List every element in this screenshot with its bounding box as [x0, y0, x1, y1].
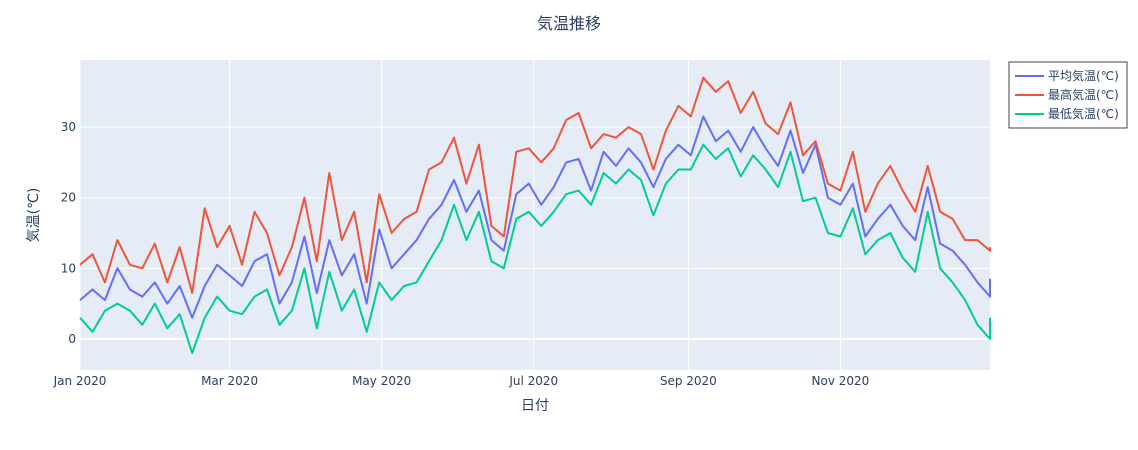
y-tick-label: 10 [61, 261, 76, 275]
y-tick-label: 20 [61, 191, 76, 205]
legend: 平均気温(℃) 最高気温(℃) 最低気温(℃) [1008, 61, 1128, 129]
legend-item-max[interactable]: 最高気温(℃) [1015, 87, 1119, 102]
x-axis-title: 日付 [521, 398, 549, 414]
gridlines [79, 60, 990, 370]
y-tick-label: 30 [61, 120, 76, 134]
series-line-1[interactable] [79, 76, 991, 294]
y-axis-ticks: 0 10 20 30 [61, 120, 76, 346]
x-tick-label: May 2020 [352, 374, 411, 388]
legend-item-avg[interactable]: 平均気温(℃) [1015, 68, 1119, 83]
y-tick-label: 0 [68, 332, 76, 346]
x-tick-label: Nov 2020 [812, 374, 870, 388]
x-axis-ticks: Jan 2020 Mar 2020 May 2020 Jul 2020 Sep 2020… [53, 374, 870, 388]
legend-label-max: 最高気温(℃) [1048, 87, 1119, 102]
x-tick-label: Jan 2020 [53, 374, 107, 388]
legend-item-min[interactable]: 最低気温(℃) [1015, 106, 1119, 121]
series-line-0[interactable] [79, 115, 991, 319]
series-line-2[interactable] [79, 143, 991, 355]
legend-label-min: 最低気温(℃) [1048, 106, 1119, 121]
series-lines[interactable] [79, 76, 991, 355]
x-tick-label: Mar 2020 [201, 374, 258, 388]
y-axis-title: 気温(℃) [26, 188, 42, 243]
x-tick-label: Sep 2020 [660, 374, 717, 388]
legend-label-avg: 平均気温(℃) [1048, 68, 1119, 83]
chart-title: 気温推移 [537, 14, 601, 33]
plot-area[interactable] [80, 60, 990, 370]
x-tick-label: Jul 2020 [508, 374, 558, 388]
